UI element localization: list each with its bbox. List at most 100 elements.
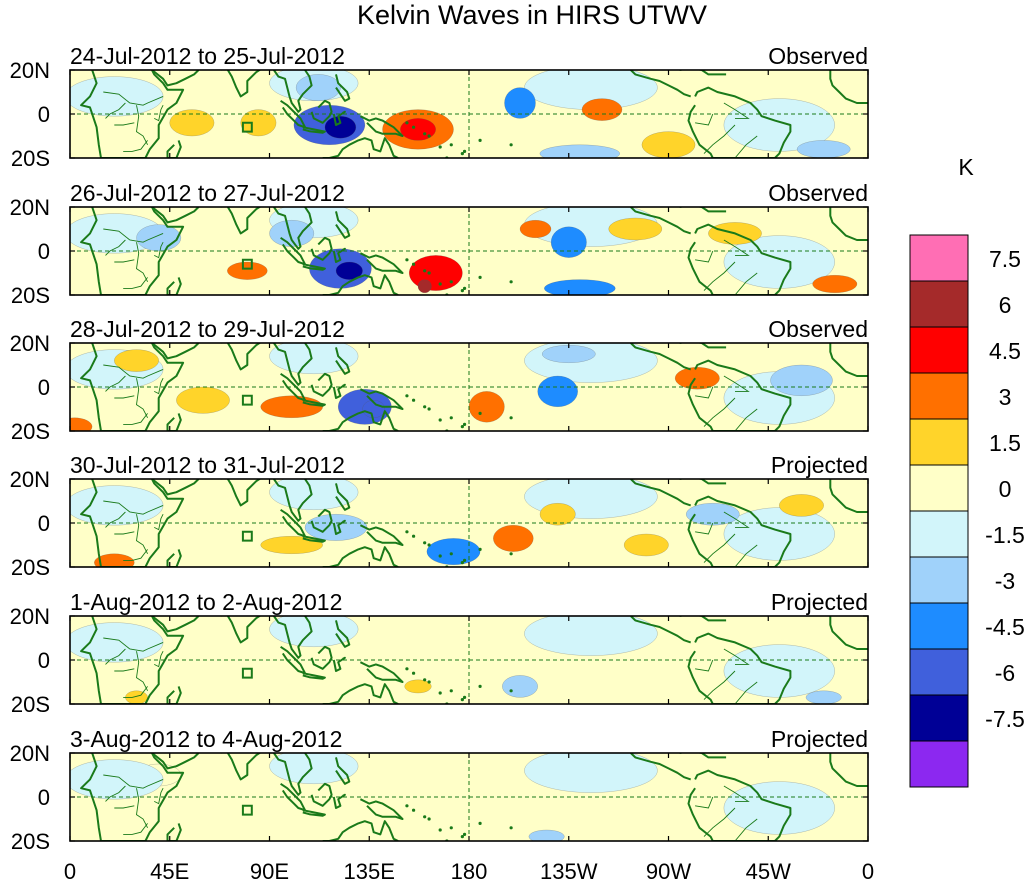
country-border	[154, 513, 164, 531]
coastline-arabia	[151, 616, 200, 633]
x-tick-label: 90E	[250, 859, 289, 884]
coastline-sulawesi	[332, 247, 346, 263]
colorbar-swatch	[909, 418, 969, 466]
anomaly-blob	[269, 753, 359, 784]
colorbar-swatch	[909, 556, 969, 604]
anomaly-blob	[779, 494, 824, 517]
colorbar-label: 0	[999, 476, 1012, 502]
anomaly-blob	[544, 279, 616, 295]
coastline-australia	[322, 546, 399, 567]
island-dot	[427, 134, 431, 138]
coastline-samerica	[687, 223, 792, 295]
country-border	[703, 533, 736, 563]
country-border	[103, 774, 164, 789]
country-border	[734, 818, 758, 841]
anomaly-blob	[723, 644, 835, 698]
anomaly-blob	[539, 144, 620, 158]
country-border	[136, 514, 149, 555]
coastline-india	[220, 616, 262, 644]
coastline-arabia	[151, 343, 200, 360]
coastline-caribbean	[679, 343, 727, 349]
x-tick-label: 45W	[746, 859, 791, 884]
coastlines	[80, 616, 868, 704]
coastline-camerica	[630, 479, 692, 507]
panel-period-label: 30-Jul-2012 to 31-Jul-2012	[70, 452, 345, 478]
colorbar-swatch	[909, 648, 969, 696]
anomaly-blob	[524, 616, 658, 656]
country-border	[136, 105, 149, 146]
anomaly-blob	[674, 367, 720, 390]
island-dot	[427, 680, 431, 684]
country-border	[703, 670, 736, 700]
y-tick-label: 20S	[11, 146, 50, 171]
coastlines	[80, 70, 868, 158]
colorbar-label: 6	[999, 292, 1012, 318]
country-border	[103, 91, 164, 106]
colorbar-units-label: K	[958, 154, 974, 180]
anomaly-blob	[176, 386, 230, 414]
anomaly-blob	[335, 261, 363, 280]
colorbar-swatch	[909, 510, 969, 558]
island-dot	[405, 530, 409, 534]
country-border	[703, 807, 736, 837]
coastline-australia	[322, 820, 399, 841]
country-border	[703, 124, 736, 154]
panel-status-label: Projected	[771, 726, 868, 752]
island-dot	[509, 280, 513, 284]
coastline-australia	[322, 137, 399, 158]
country-border	[695, 796, 714, 809]
anomaly-blob	[539, 503, 576, 526]
country-border	[734, 408, 758, 431]
panel-period-label: 26-Jul-2012 to 27-Jul-2012	[70, 180, 345, 206]
country-border	[103, 364, 164, 379]
anomaly-blob	[493, 525, 534, 552]
country-borders	[103, 364, 758, 431]
country-borders	[103, 637, 758, 704]
country-border	[703, 261, 736, 291]
island-dot	[478, 275, 482, 279]
island-dot	[509, 552, 513, 556]
anomaly-blob	[426, 538, 481, 565]
colorbar-label: -6	[995, 660, 1015, 686]
coastline-caribbean	[679, 753, 727, 759]
coastline-java	[302, 809, 326, 817]
colorbar-swatch	[909, 694, 969, 742]
panel-status-label: Observed	[768, 43, 868, 69]
coastline-sulawesi	[332, 519, 346, 535]
coastline-newguinea	[359, 388, 404, 410]
anomaly-blob	[519, 219, 552, 238]
country-border	[103, 228, 164, 243]
country-border	[695, 250, 714, 263]
country-border	[123, 413, 148, 425]
coastline-java	[302, 263, 326, 271]
coastline-indochina	[273, 753, 313, 796]
island-dot	[411, 671, 416, 675]
x-tick-label: 0	[64, 859, 76, 884]
coastlines	[80, 753, 868, 841]
country-border	[723, 648, 750, 665]
country-border	[695, 522, 714, 535]
x-tick-label: 180	[451, 859, 488, 884]
country-border	[154, 241, 164, 259]
coastline-madagascar	[166, 277, 182, 295]
coastline-westafrica_n	[829, 616, 868, 650]
coastline-australia	[322, 683, 399, 704]
island-dot	[449, 416, 453, 420]
coastline-sulawesi	[332, 656, 346, 672]
coastline-indochina	[273, 70, 313, 113]
panel-period-label: 1-Aug-2012 to 2-Aug-2012	[70, 589, 342, 615]
panel-6: 20N 0 20S 3-Aug-2012 to 4-Aug-2012 Projected	[10, 726, 869, 854]
country-border	[695, 659, 714, 672]
anomaly-blob	[269, 343, 359, 374]
anomaly-blob	[528, 829, 565, 841]
coastline-samerica	[687, 86, 792, 158]
coastline-newguinea	[359, 252, 404, 274]
anomaly-blob	[805, 690, 842, 704]
country-border	[114, 395, 135, 399]
colorbar-label: 3	[999, 384, 1012, 410]
island-dot	[438, 554, 442, 558]
country-border	[123, 686, 148, 698]
x-tick-label: 135E	[344, 859, 395, 884]
country-border	[123, 549, 148, 561]
anomaly-blob	[269, 479, 359, 510]
